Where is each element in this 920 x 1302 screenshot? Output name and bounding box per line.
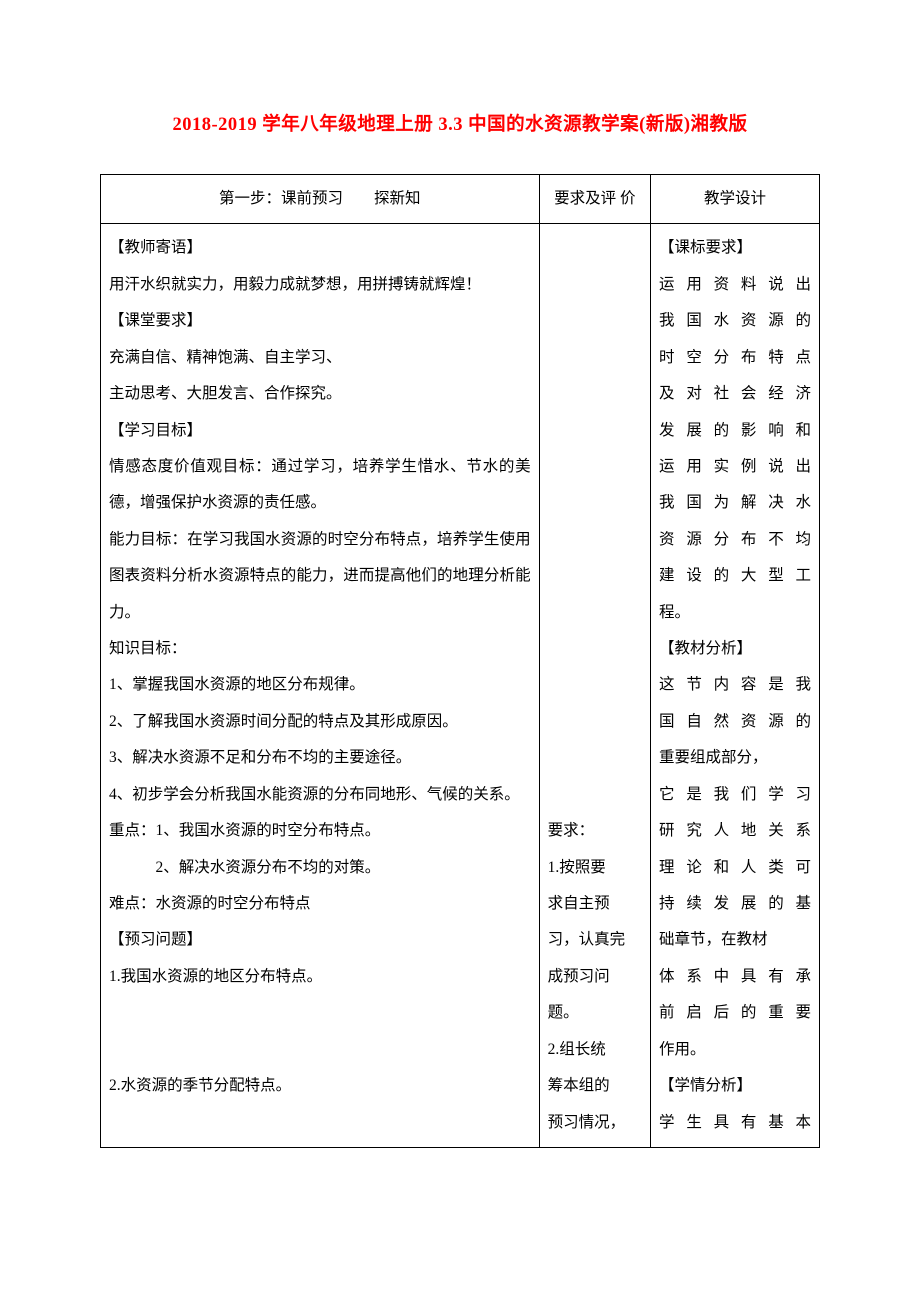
standard-line7: 我国为解决水 [659, 485, 811, 521]
knowledge-goal-heading: 知识目标： [109, 631, 531, 667]
standard-line5: 发展的影响和 [659, 413, 811, 449]
textbook-line8: 础章节，在教材 [659, 922, 811, 958]
textbook-analysis-heading: 【教材分析】 [659, 631, 811, 667]
affective-goal-text: 情感态度价值观目标：通过学习，培养学生惜水、节水的美德，增强保护水资源的责任感。 [109, 449, 531, 522]
requirement-2-line2: 筹本组的 [548, 1068, 642, 1104]
col2-content: 要求： 1.按照要 求自主预 习，认真完 成预习问 题。 2.组长统 筹本组的 … [539, 224, 650, 1148]
blank-line-2 [109, 1032, 531, 1068]
textbook-line1: 这节内容是我 [659, 667, 811, 703]
page-title: 2018-2019 学年八年级地理上册 3.3 中国的水资源教学案(新版)湘教版 [100, 110, 820, 136]
student-line1: 学生具有基本 [659, 1105, 811, 1141]
requirement-1-line4: 成预习问 [548, 959, 642, 995]
table-body-row: 【教师寄语】 用汗水织就实力，用毅力成就梦想，用拼搏铸就辉煌！ 【课堂要求】 充… [101, 224, 820, 1148]
preview-question-1: 1.我国水资源的地区分布特点。 [109, 959, 531, 995]
difficulty-text: 难点：水资源的时空分布特点 [109, 886, 531, 922]
standard-line3: 时空分布特点 [659, 340, 811, 376]
textbook-line9: 体系中具有承 [659, 959, 811, 995]
standard-line9: 建设的大型工 [659, 558, 811, 594]
textbook-line2: 国自然资源的 [659, 704, 811, 740]
blank-line-1 [109, 995, 531, 1031]
standard-line8: 资源分布不均 [659, 522, 811, 558]
requirement-2-line3: 预习情况， [548, 1105, 642, 1141]
textbook-line10: 前启后的重要 [659, 995, 811, 1031]
lesson-plan-table: 第一步：课前预习 探新知 要求及评 价 教学设计 【教师寄语】 用汗水织就实力，… [100, 174, 820, 1148]
ability-goal-text: 能力目标：在学习我国水资源的时空分布特点，培养学生使用图表资料分析水资源特点的能… [109, 522, 531, 631]
knowledge-goal-item4: 4、初步学会分析我国水能资源的分布同地形、气候的关系。 [109, 777, 531, 813]
standard-heading: 【课标要求】 [659, 230, 811, 266]
standard-line1: 运用资料说出 [659, 267, 811, 303]
student-analysis-heading: 【学情分析】 [659, 1068, 811, 1104]
key-point-1: 重点：1、我国水资源的时空分布特点。 [109, 813, 531, 849]
blank-line-3 [109, 1105, 531, 1141]
requirement-1-line1: 1.按照要 [548, 850, 642, 886]
standard-line2: 我国水资源的 [659, 303, 811, 339]
col1-content: 【教师寄语】 用汗水织就实力，用毅力成就梦想，用拼搏铸就辉煌！ 【课堂要求】 充… [101, 224, 540, 1148]
header-col1: 第一步：课前预习 探新知 [101, 175, 540, 224]
class-requirements-heading: 【课堂要求】 [109, 303, 531, 339]
class-requirements-line2: 主动思考、大胆发言、合作探究。 [109, 376, 531, 412]
requirement-2-line1: 2.组长统 [548, 1032, 642, 1068]
col3-content: 【课标要求】 运用资料说出 我国水资源的 时空分布特点 及对社会经济 发展的影响… [651, 224, 820, 1148]
textbook-line4: 它是我们学习 [659, 777, 811, 813]
teacher-message-text: 用汗水织就实力，用毅力成就梦想，用拼搏铸就辉煌！ [109, 267, 531, 303]
header-col2-line1: 要求及评 [554, 190, 616, 207]
textbook-line3: 重要组成部分， [659, 740, 811, 776]
preview-questions-heading: 【预习问题】 [109, 922, 531, 958]
textbook-line7: 持续发展的基 [659, 886, 811, 922]
header-col2-line2: 价 [620, 190, 636, 207]
teacher-message-heading: 【教师寄语】 [109, 230, 531, 266]
learning-goals-heading: 【学习目标】 [109, 413, 531, 449]
standard-line4: 及对社会经济 [659, 376, 811, 412]
knowledge-goal-item3: 3、解决水资源不足和分布不均的主要途径。 [109, 740, 531, 776]
requirement-heading: 要求： [548, 813, 642, 849]
table-header-row: 第一步：课前预习 探新知 要求及评 价 教学设计 [101, 175, 820, 224]
standard-line10: 程。 [659, 595, 811, 631]
requirement-1-line3: 习，认真完 [548, 922, 642, 958]
textbook-line6: 理论和人类可 [659, 850, 811, 886]
requirement-1-line5: 题。 [548, 995, 642, 1031]
knowledge-goal-item2: 2、了解我国水资源时间分配的特点及其形成原因。 [109, 704, 531, 740]
header-col2: 要求及评 价 [539, 175, 650, 224]
textbook-line11: 作用。 [659, 1032, 811, 1068]
knowledge-goal-item1: 1、掌握我国水资源的地区分布规律。 [109, 667, 531, 703]
textbook-line5: 研究人地关系 [659, 813, 811, 849]
key-point-2: 2、解决水资源分布不均的对策。 [109, 850, 531, 886]
class-requirements-line1: 充满自信、精神饱满、自主学习、 [109, 340, 531, 376]
requirement-1-line2: 求自主预 [548, 886, 642, 922]
header-col3: 教学设计 [651, 175, 820, 224]
standard-line6: 运用实例说出 [659, 449, 811, 485]
preview-question-2: 2.水资源的季节分配特点。 [109, 1068, 531, 1104]
